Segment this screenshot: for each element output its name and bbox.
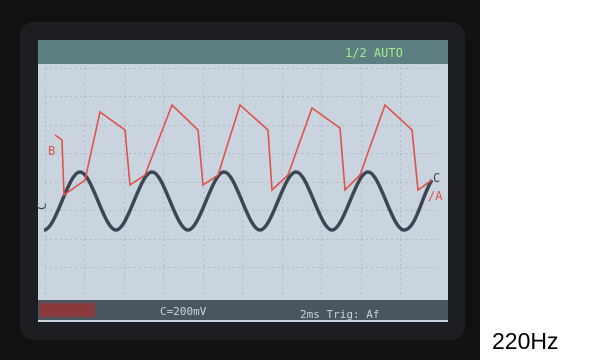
scope-photo: 1/2 AUTO B C C /A C=200mV 2ms Trig: Af (0, 0, 480, 360)
footer-timebase: 2ms Trig: Af (300, 308, 379, 321)
trace-label: B (48, 144, 55, 158)
trace-c (43, 170, 434, 232)
footer-scale: C=200mV (160, 305, 207, 318)
trace-label: C (433, 171, 440, 185)
trace-label: /A (428, 189, 443, 203)
grid (45, 68, 440, 296)
footer-bar (38, 300, 448, 320)
status-bar (38, 40, 448, 64)
trace-a (54, 103, 433, 197)
trace-label: C (35, 203, 49, 210)
caption: 220Hz (492, 328, 559, 354)
footer-a-box (40, 303, 95, 317)
status-text: 1/2 AUTO (345, 46, 403, 60)
